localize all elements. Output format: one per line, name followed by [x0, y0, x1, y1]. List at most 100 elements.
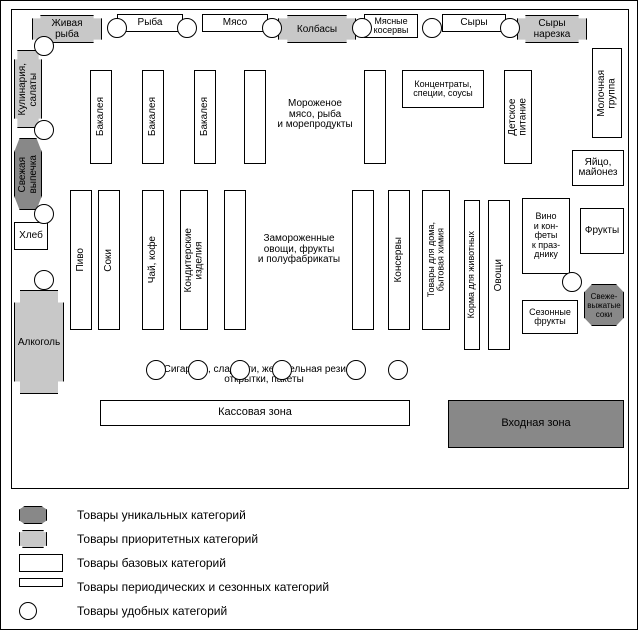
pillar-circle — [230, 360, 250, 380]
zone-label: Кассовая зона — [218, 407, 292, 419]
zone-label: Яйцо, майонез — [578, 158, 617, 179]
zone-label: Колбасы — [297, 24, 337, 35]
zone-conc: Концентраты, специи, соусы — [402, 70, 484, 108]
zone-egg: Яйцо, майонез — [572, 150, 624, 186]
pillar-circle — [34, 270, 54, 290]
zone-label: Товары для дома, бытовая химия — [427, 222, 446, 297]
zone-label: Мясные косервы — [374, 17, 409, 36]
zone-beer: Пиво — [70, 190, 92, 330]
zone-label: Мясо — [223, 18, 247, 29]
pillar-circle — [34, 36, 54, 56]
floor-plan: Живая рыба Рыба Мясо Колбасы Мясные косервы С… — [11, 9, 629, 489]
legend-icon — [19, 506, 65, 524]
zone-meat_cans: Мясные косервы — [364, 14, 418, 38]
zone-cooking: Кулинария, салаты — [14, 50, 42, 128]
pillar-circle — [146, 360, 166, 380]
zone-frozen2b — [352, 190, 374, 330]
zone-label: Бакалея — [148, 97, 159, 136]
zone-label: Хлеб — [19, 231, 43, 242]
zone-label: Рыба — [138, 18, 163, 29]
zone-label: Корма для животных — [467, 231, 476, 318]
legend-label: Товары базовых категорий — [77, 556, 226, 570]
zone-cans: Консервы — [388, 190, 410, 330]
pillar-circle — [107, 18, 127, 38]
legend-label: Товары уникальных категорий — [77, 508, 246, 522]
pillar-circle — [422, 18, 442, 38]
pillar-circle — [562, 272, 582, 292]
legend-row: Товары приоритетных категорий — [19, 527, 619, 551]
zone-frozen1a — [244, 70, 266, 164]
zone-fruits: Фрукты — [580, 208, 624, 254]
zone-label: Соки — [104, 249, 115, 272]
zone-label: Сыры нарезка — [534, 18, 571, 40]
zone-label: Консервы — [394, 237, 405, 283]
pillar-circle — [34, 120, 54, 140]
zone-bread: Хлеб — [14, 222, 48, 250]
zone-juice: Соки — [98, 190, 120, 330]
zone-label: Сезонные фрукты — [529, 308, 571, 327]
zone-frozen2: Замороженные овощи, фрукты и полуфабрика… — [248, 220, 350, 280]
zone-frozen1b — [364, 70, 386, 164]
pillar-circle — [352, 18, 372, 38]
zone-label: Концентраты, специи, соусы — [413, 80, 472, 99]
pillar-circle — [188, 360, 208, 380]
zone-confect: Кондитерские изделия — [180, 190, 208, 330]
pillar-circle — [346, 360, 366, 380]
zone-label: Свежая выпечка — [17, 155, 39, 194]
zone-label: Чай, кофе — [148, 236, 159, 283]
zone-label: Мороженое мясо, рыба и морепродукты — [277, 99, 352, 131]
legend: Товары уникальных категорий Товары приори… — [19, 503, 619, 623]
legend-icon — [19, 530, 65, 548]
zone-sausage: Колбасы — [278, 15, 356, 43]
zone-fjuice: Свеже- выжатые соки — [584, 284, 624, 326]
zone-pet: Корма для животных — [464, 200, 480, 350]
zone-label: Бакалея — [96, 97, 107, 136]
legend-icon — [19, 602, 65, 620]
zone-cheese: Сыры — [442, 14, 506, 32]
zone-label: Свеже- выжатые соки — [587, 292, 621, 319]
zone-label: Замороженные овощи, фрукты и полуфабрика… — [258, 234, 340, 266]
zone-label: Входная зона — [501, 418, 570, 430]
zone-label: Бакалея — [200, 97, 211, 136]
zone-label: Живая рыба — [52, 18, 83, 40]
pillar-circle — [500, 18, 520, 38]
legend-icon — [19, 578, 65, 596]
zone-label: Детское питание — [508, 98, 529, 136]
pillar-circle — [262, 18, 282, 38]
zone-household: Товары для дома, бытовая химия — [422, 190, 450, 330]
zone-grocery2: Бакалея — [142, 70, 164, 164]
legend-row: Товары удобных категорий — [19, 599, 619, 623]
pillar-circle — [34, 204, 54, 224]
legend-row: Товары базовых категорий — [19, 551, 619, 575]
zone-baby: Детское питание — [504, 70, 532, 164]
zone-dairy: Молочная группа — [592, 48, 622, 138]
diagram-frame: Живая рыба Рыба Мясо Колбасы Мясные косервы С… — [0, 0, 638, 630]
zone-grocery3: Бакалея — [194, 70, 216, 164]
zone-veg: Овощи — [488, 200, 510, 350]
zone-label: Сыры — [460, 18, 487, 29]
zone-label: Молочная группа — [597, 70, 618, 117]
zone-label: Кондитерские изделия — [184, 228, 205, 292]
zone-entrance: Входная зона — [448, 400, 624, 448]
zone-label: Вино и кон- феты к праз- днику — [532, 212, 560, 259]
zone-label: Фрукты — [585, 226, 619, 237]
pillar-circle — [177, 18, 197, 38]
zone-meat: Мясо — [202, 14, 268, 32]
pillar-circle — [272, 360, 292, 380]
zone-tea: Чай, кофе — [142, 190, 164, 330]
legend-label: Товары приоритетных категорий — [77, 532, 258, 546]
zone-sfruit: Сезонные фрукты — [522, 300, 578, 334]
legend-label: Товары удобных категорий — [77, 604, 227, 618]
zone-frozen1: Мороженое мясо, рыба и морепродукты — [268, 85, 362, 145]
zone-label: Овощи — [494, 259, 505, 291]
zone-cheese_sliced: Сыры нарезка — [517, 15, 587, 43]
legend-row: Товары уникальных категорий — [19, 503, 619, 527]
legend-icon — [19, 554, 65, 572]
zone-label: Пиво — [76, 248, 87, 272]
zone-alcohol: Алкоголь — [14, 290, 64, 394]
zone-checkout: Кассовая зона — [100, 400, 410, 426]
zone-label: Кулинария, салаты — [17, 63, 39, 115]
legend-label: Товары периодических и сезонных категори… — [77, 580, 329, 594]
zone-label: Алкоголь — [18, 337, 60, 348]
pillar-circle — [388, 360, 408, 380]
